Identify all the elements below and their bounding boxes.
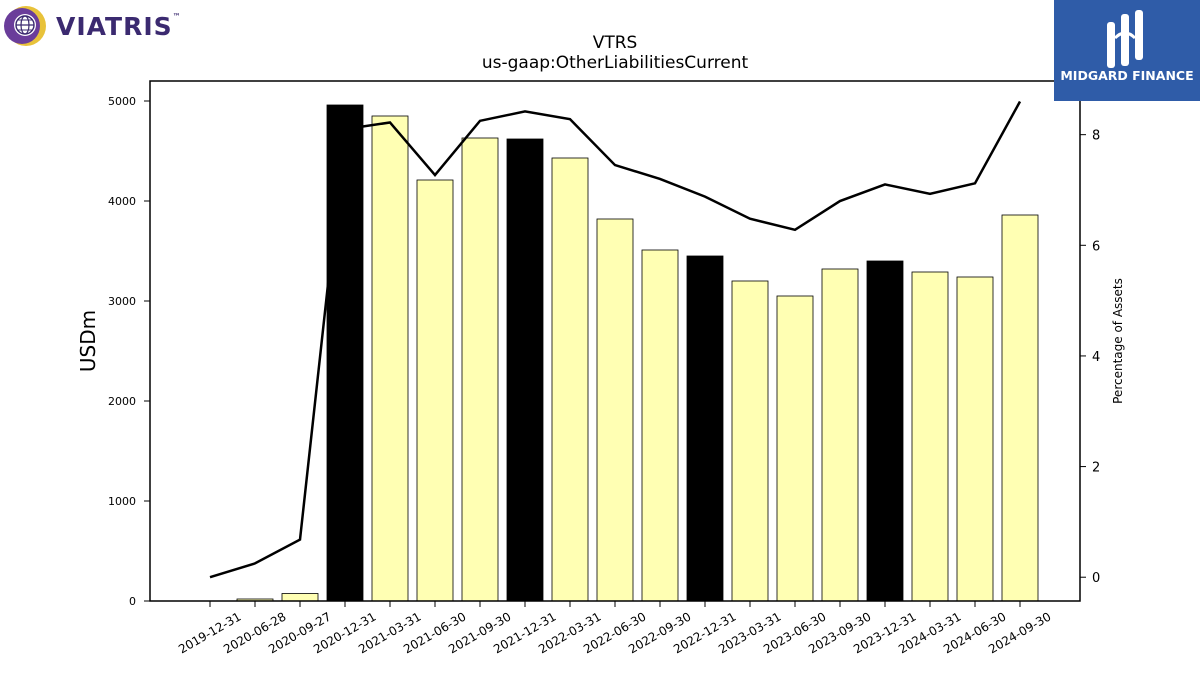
bar-2020-09-27 [281, 593, 319, 602]
y2-tick-label: 8 [1092, 129, 1100, 144]
y2-tick-label: 0 [1092, 571, 1100, 586]
y-axis-label: USDm [76, 310, 100, 372]
viatris-wordmark: VIATRIS™ [56, 12, 182, 41]
midgard-finance-text: MIDGARD FINANCE [1060, 68, 1194, 83]
bar-2020-12-31 [326, 104, 364, 602]
viatris-logo: VIATRIS™ [4, 4, 181, 48]
bar-2022-03-31 [551, 157, 589, 602]
y-tick-label: 2000 [108, 395, 136, 408]
bar-2024-06-30 [956, 276, 994, 602]
bar-group [236, 104, 1039, 602]
bar-2024-09-30 [1001, 214, 1039, 602]
bar-2024-03-31 [911, 271, 949, 602]
midgard-finance-logo: MIDGARD FINANCE [1054, 0, 1200, 101]
bar-2021-06-30 [416, 179, 454, 602]
bar-2023-06-30 [776, 295, 814, 602]
bar-2021-12-31 [506, 138, 544, 602]
bar-2022-09-30 [641, 249, 679, 602]
bar-2023-12-31 [866, 260, 904, 602]
bar-2023-03-31 [731, 280, 769, 602]
x-axis-ticks: 2019-12-312020-06-282020-09-272020-12-31… [176, 601, 1054, 656]
y2-axis-label: Percentage of Assets [1111, 278, 1125, 404]
y2-tick-label: 4 [1092, 350, 1100, 365]
y2-tick-label: 6 [1092, 239, 1100, 254]
y-tick-label: 4000 [108, 195, 136, 208]
bar-2022-12-31 [686, 255, 724, 602]
y-tick-label: 3000 [108, 295, 136, 308]
percentage-line [209, 100, 1022, 579]
y-axis-ticks: 0 1000 2000 3000 4000 5000 [108, 95, 150, 608]
y2-axis-ticks: 0 2 4 6 8 [1080, 129, 1100, 586]
bar-2022-06-30 [596, 218, 634, 602]
viatris-globe-icon [4, 6, 46, 46]
chart-title: VTRS [593, 33, 638, 53]
midgard-emblem-icon [1107, 10, 1143, 68]
viatris-tm: ™ [172, 12, 182, 21]
bar-2023-09-30 [821, 268, 859, 602]
y2-tick-label: 2 [1092, 461, 1100, 476]
chart-subtitle: us-gaap:OtherLiabilitiesCurrent [482, 53, 749, 73]
bar-2021-09-30 [461, 137, 499, 602]
y-tick-label: 1000 [108, 495, 136, 508]
y-tick-label: 5000 [108, 95, 136, 108]
viatris-text: VIATRIS [56, 12, 173, 41]
y-tick-label: 0 [129, 595, 136, 608]
bar-2021-03-31 [371, 115, 409, 602]
